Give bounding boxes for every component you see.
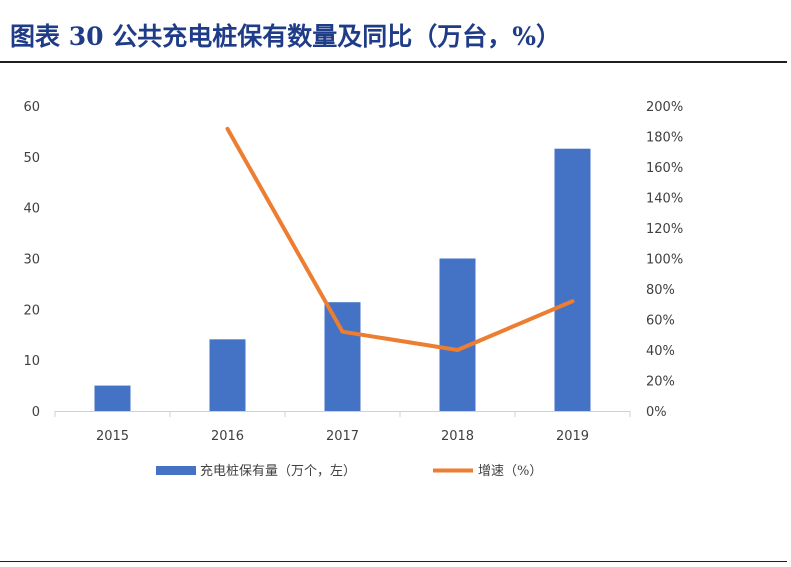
right-tick-label: 100% — [646, 253, 683, 268]
left-tick-label: 0 — [32, 405, 40, 420]
x-axis-labels: 2015 2016 2017 2018 2019 — [96, 429, 589, 444]
x-tick-label: 2018 — [441, 429, 474, 444]
x-tick-label: 2017 — [326, 429, 359, 444]
left-tick-label: 10 — [23, 354, 40, 369]
right-tick-label: 20% — [646, 375, 675, 390]
right-tick-label: 160% — [646, 161, 683, 176]
page-title: 图表 30 公共充电桩保有数量及同比（万台，%） — [10, 22, 561, 51]
bar-series — [94, 148, 591, 411]
x-tick-label: 2019 — [556, 429, 589, 444]
bar — [324, 302, 361, 411]
x-axis-tickmarks — [54, 411, 631, 417]
bar — [209, 339, 246, 411]
right-axis-ticks: 0% 20% 40% 60% 80% 100% 120% 140% 160% 180% 200% — [646, 100, 683, 420]
left-tick-label: 50 — [23, 151, 40, 166]
header: 图表 30 公共充电桩保有数量及同比（万台，%） — [0, 0, 791, 63]
right-tick-label: 40% — [646, 344, 675, 359]
left-axis-ticks: 0 10 20 30 40 50 60 — [23, 100, 40, 420]
x-tick-label: 2016 — [211, 429, 244, 444]
right-tick-label: 200% — [646, 100, 683, 115]
left-tick-label: 40 — [23, 202, 40, 217]
growth-line — [225, 126, 575, 352]
bottom-rule — [0, 561, 787, 562]
right-tick-label: 120% — [646, 222, 683, 237]
left-tick-label: 20 — [23, 303, 40, 318]
right-tick-label: 60% — [646, 314, 675, 329]
bar — [94, 385, 131, 411]
right-tick-label: 180% — [646, 131, 683, 146]
bar — [439, 258, 476, 411]
legend-bar-swatch — [156, 466, 196, 475]
right-tick-label: 80% — [646, 283, 675, 298]
x-tick-label: 2015 — [96, 429, 129, 444]
left-tick-label: 30 — [23, 253, 40, 268]
right-tick-label: 140% — [646, 192, 683, 207]
bar — [554, 148, 591, 411]
left-tick-label: 60 — [23, 100, 40, 115]
legend-bar-label: 充电桩保有量（万个，左） — [200, 463, 356, 479]
line-series — [225, 126, 575, 352]
right-tick-label: 0% — [646, 405, 667, 420]
legend-line-label: 增速（%） — [478, 464, 542, 479]
top-rule — [0, 61, 787, 63]
legend: 充电桩保有量（万个，左） 增速（%） — [156, 463, 542, 479]
